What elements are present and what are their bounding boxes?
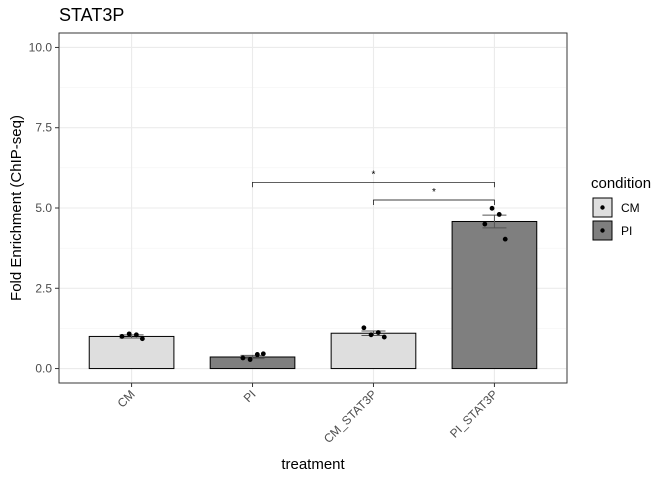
data-point (381, 334, 387, 340)
y-tick-label: 5.0 (35, 201, 52, 215)
data-point (375, 330, 381, 335)
error-bar (361, 330, 386, 336)
data-point (254, 352, 260, 357)
chart-title: STAT3P (59, 5, 124, 25)
x-tick-label: PI (241, 387, 259, 405)
bar-cm (88, 335, 175, 370)
significance-bracket: * (252, 169, 495, 188)
legend-label-pi: PI (621, 224, 632, 238)
x-tick-label: CM (115, 387, 138, 410)
significance-bracket: * (373, 187, 495, 205)
data-point (482, 221, 488, 227)
x-tick-label: PI_STAT3P (447, 387, 500, 440)
bracket-line (373, 199, 495, 205)
data-point (361, 325, 367, 331)
data-points (119, 205, 508, 362)
x-tick-label: CM_STAT3P (321, 387, 380, 446)
bar-cm-stat3p (330, 332, 417, 370)
y-tick-label: 7.5 (35, 121, 52, 135)
data-point (260, 351, 266, 357)
y-tick-label: 2.5 (35, 281, 52, 295)
data-point (502, 236, 508, 242)
y-tick-label: 0.0 (35, 362, 52, 376)
legend-key-point (600, 228, 605, 233)
data-point (139, 336, 145, 342)
data-point (368, 332, 374, 338)
data-point (119, 334, 125, 339)
legend: condition CM PI (591, 175, 651, 241)
x-axis: CM PI CM_STAT3P PI_STAT3P (115, 383, 501, 446)
bracket-line (252, 181, 495, 188)
significance-label: * (372, 169, 376, 180)
data-point (247, 357, 253, 362)
data-point (489, 205, 495, 211)
error-bar (482, 214, 507, 229)
bar-pi-stat3p (451, 220, 538, 370)
legend-title: condition (591, 175, 651, 192)
data-point (133, 332, 139, 338)
legend-label-cm: CM (621, 201, 640, 215)
significance-label: * (432, 187, 436, 198)
legend-key-point (600, 205, 605, 210)
y-tick-label: 10.0 (29, 40, 53, 54)
y-axis-title: Fold Enrichment (ChIP-seq) (8, 115, 25, 301)
y-axis: 0.0 2.5 5.0 7.5 10.0 (29, 40, 59, 376)
x-axis-title: treatment (281, 456, 345, 473)
data-point (240, 355, 246, 361)
error-bars (119, 214, 507, 360)
significance-brackets: ** (252, 169, 495, 205)
data-point (496, 212, 502, 217)
data-point (126, 331, 132, 337)
